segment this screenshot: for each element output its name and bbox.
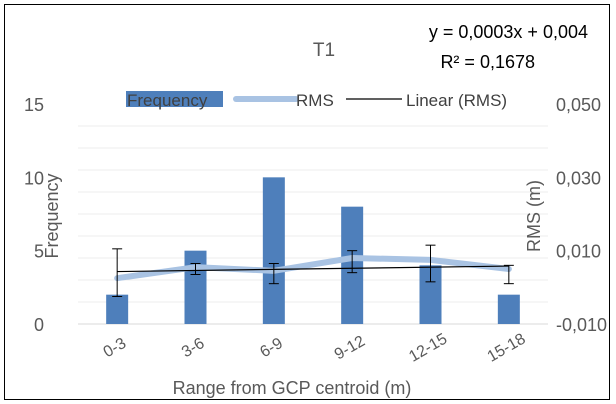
legend-frequency-label: Frequency [127,91,208,110]
x-tick-label: 0-3 [101,335,130,361]
frequency-bar [184,250,207,324]
x-axis-title: Range from GCP centroid (m) [173,378,412,398]
trend-r-squared: R² = 0,1678 [440,52,535,72]
legend: Frequency RMS Linear (RMS) [126,91,507,110]
chart-title: T1 [313,40,335,61]
trendline [117,265,509,273]
x-tick-label: 3-6 [179,335,208,361]
x-tick-label: 6-9 [257,335,286,361]
legend-rms-label: RMS [296,91,334,110]
frequency-bar [419,265,442,324]
x-axis-tick-labels: 0-3 3-6 6-9 9-12 12-15 15-18 [101,330,529,365]
frequency-bar [497,294,520,324]
x-tick-label: 12-15 [406,330,450,365]
trendline-series [117,265,509,273]
left-tick-label: 10 [24,168,44,188]
legend-frequency-swatch [126,91,223,107]
frequency-bar [262,177,285,324]
gridlines [78,125,548,325]
left-tick-label: 5 [34,242,44,262]
x-tick-label: 15-18 [485,330,529,365]
chart-frame [4,4,610,400]
frequency-bar [106,294,129,324]
right-tick-label: 0,030 [556,168,601,188]
left-axis-ticks: 0 5 10 15 [24,95,44,335]
rms-error-bars [112,244,514,297]
right-tick-label: 0,050 [556,95,601,115]
legend-trend-label: Linear (RMS) [406,91,507,110]
right-tick-label: -0,010 [556,315,607,335]
rms-line [114,255,512,282]
right-axis-ticks: -0,010 0,010 0,030 0,050 [556,95,607,335]
left-tick-label: 0 [34,315,44,335]
x-tick-label: 9-12 [332,333,368,364]
right-axis-title: RMS (m) [524,180,544,252]
trend-equation: y = 0,0003x + 0,004 [429,22,588,42]
rms-series [114,255,512,282]
left-axis-title: Frequency [42,173,62,258]
left-tick-label: 15 [24,95,44,115]
right-tick-label: 0,010 [556,242,601,262]
